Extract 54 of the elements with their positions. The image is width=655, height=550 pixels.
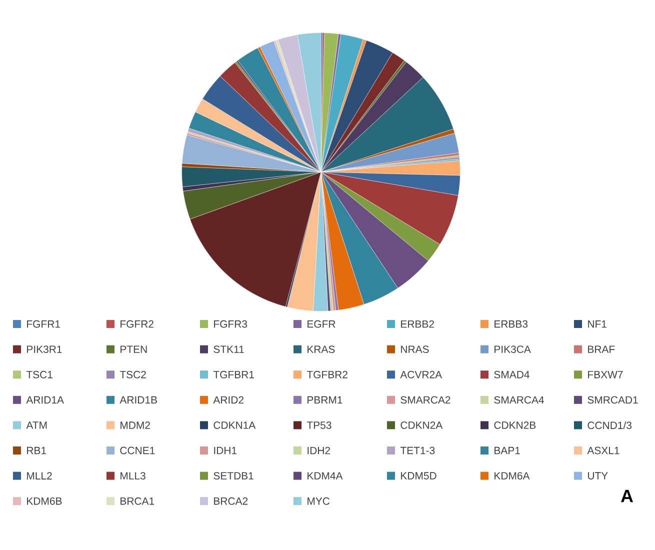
legend-label: SMRCAD1	[588, 396, 638, 404]
legend-label: PTEN	[120, 346, 147, 353]
legend-label: BRCA1	[120, 497, 154, 505]
legend-label: BAP1	[494, 446, 520, 454]
legend-label: CDKN1A	[214, 422, 256, 429]
legend-label: FGFR2	[120, 320, 154, 328]
legend-label: RB1	[27, 446, 46, 454]
legend-label: KDM4A	[308, 472, 343, 480]
legend-label: ERBB2	[401, 320, 434, 328]
legend-label: NRAS	[401, 346, 429, 354]
legend-label: FBXW7	[588, 371, 623, 378]
legend-label: KRAS	[308, 346, 335, 354]
legend-label: IDH2	[308, 446, 330, 454]
legend-label: ARID2	[213, 396, 244, 404]
legend-label: ASXL1	[587, 446, 620, 454]
legend-label: FGFR1	[27, 320, 60, 328]
legend-label: SETDB1	[214, 472, 254, 480]
legend-label: STK11	[214, 346, 244, 354]
legend-label: PIK3R1	[27, 346, 62, 354]
legend-label: CDKN2A	[400, 422, 443, 429]
legend-label: PBRM1	[308, 396, 342, 404]
legend-label: TGFBR2	[306, 370, 348, 378]
legend-label: MLL2	[27, 472, 52, 480]
legend-label: ATM	[26, 422, 47, 429]
legend-label: EGFR	[308, 320, 336, 328]
legend-label: MDM2	[120, 422, 150, 429]
legend-label: MLL3	[120, 472, 146, 480]
legend-label: ERBB3	[494, 320, 528, 328]
legend-label: KDM6B	[27, 497, 62, 505]
legend-label: FGFR3	[214, 320, 248, 328]
legend-label: ACVR2A	[400, 370, 442, 378]
legend-label: TSC1	[26, 370, 52, 378]
legend-label: CDKN2B	[494, 422, 536, 429]
legend-label: ARID1A	[26, 396, 64, 404]
legend-label: KDM5D	[401, 472, 436, 480]
legend-label: CCNE1	[120, 446, 155, 454]
legend-label: ARID1B	[120, 396, 157, 404]
legend-label: BRAF	[588, 346, 615, 353]
legend-label: NF1	[588, 320, 606, 328]
legend-label: PIK3CA	[494, 346, 531, 354]
text: A	[620, 490, 634, 502]
legend-label: CCND1/3	[588, 421, 632, 430]
legend-label: SMARCA2	[400, 396, 450, 404]
legend-label: TGFBR1	[213, 370, 254, 378]
legend-label: SMAD4	[494, 370, 530, 378]
legend-label: TP53	[306, 422, 332, 429]
legend-label: BRCA2	[214, 497, 248, 505]
legend-label: SMARCA4	[494, 396, 544, 404]
legend-label: UTY	[588, 472, 608, 480]
legend-label: MYC	[308, 497, 330, 505]
legend-label: KDM6A	[494, 472, 530, 480]
legend-label: TSC2	[120, 370, 146, 378]
legend-label: IDH1	[214, 446, 237, 454]
legend-label: TET1-3	[400, 446, 435, 454]
